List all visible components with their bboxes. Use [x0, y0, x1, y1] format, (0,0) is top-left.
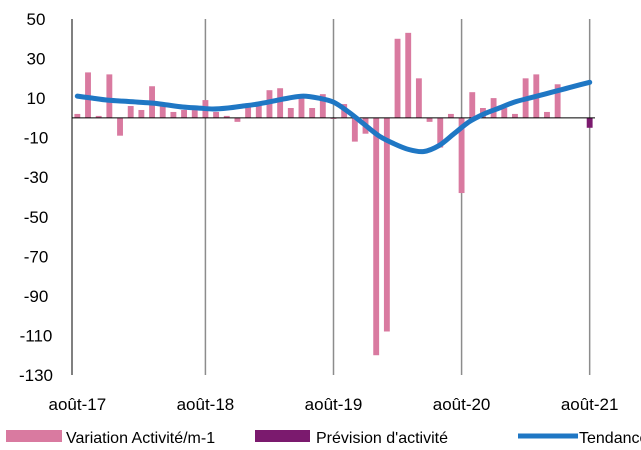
bar-variation	[544, 111, 550, 118]
bar-variation	[287, 108, 294, 118]
bar-variation	[106, 74, 113, 118]
bar-variation	[383, 117, 390, 332]
bar-variation	[213, 111, 220, 118]
bar-variation	[95, 115, 102, 118]
bar-variation	[191, 108, 198, 118]
legend: Variation Activité/m-1 Prévision d'activ…	[6, 430, 641, 447]
trend-line	[74, 79, 593, 155]
x-tick-label: août-18	[177, 395, 235, 414]
y-tick-label: -30	[24, 168, 49, 187]
bar-variation	[426, 117, 433, 122]
legend-label-prevision: Prévision d'activité	[316, 430, 448, 447]
bar-variation	[373, 117, 380, 356]
y-tick-label: -70	[24, 247, 49, 266]
bar-variation	[512, 113, 518, 118]
y-tick-label: 10	[27, 89, 46, 108]
bar-variation	[501, 108, 508, 118]
bar-variation	[458, 117, 465, 194]
bar-variation	[298, 98, 305, 118]
bar-variation	[554, 84, 561, 118]
bar-variation	[159, 106, 166, 118]
y-tick-label: -130	[19, 366, 53, 385]
bar-variation	[234, 117, 241, 122]
x-tick-label: août-19	[305, 395, 363, 414]
y-tick-label: -110	[20, 326, 53, 345]
bar-variation	[437, 117, 444, 148]
x-tick-label: août-17	[49, 395, 107, 414]
bar-variation	[127, 106, 134, 118]
y-tick-label: 30	[27, 50, 46, 69]
bar-variation	[309, 108, 316, 118]
trend-line-group	[74, 79, 593, 155]
legend-label-variation: Variation Activité/m-1	[66, 430, 215, 447]
bar-variation	[447, 113, 454, 118]
bar-prevision	[586, 117, 593, 128]
y-axis-ticks: 50 30 10 -10 -30 -50 -70 -90 -110 -130	[19, 10, 53, 385]
bar-variation	[138, 109, 145, 118]
y-tick-label: 50	[27, 10, 46, 29]
bar-variation	[74, 113, 81, 118]
legend-label-tendance: Tendance	[579, 430, 641, 447]
x-tick-label: août-21	[561, 395, 619, 414]
y-tick-label: -90	[24, 287, 49, 306]
bar-variation	[277, 88, 284, 118]
legend-swatch-variation	[6, 430, 62, 442]
bar-variation	[394, 38, 401, 118]
x-tick-label: août-20	[433, 395, 491, 414]
bar-variation	[117, 117, 123, 136]
legend-swatch-prevision	[255, 430, 310, 442]
x-axis-ticks: août-17 août-18 août-19 août-20 août-21	[49, 395, 619, 414]
y-tick-label: -50	[24, 208, 49, 227]
bar-variation	[319, 94, 326, 118]
bar-variation	[245, 106, 252, 118]
vertical-gridlines	[204, 19, 591, 375]
bar-variation	[255, 104, 262, 118]
bar-variation	[415, 78, 422, 118]
bar-variation	[405, 32, 412, 118]
bar-variation	[181, 109, 188, 118]
bar-variation	[223, 115, 230, 118]
y-tick-label: -10	[24, 129, 49, 148]
bar-variation	[469, 92, 476, 118]
bar-variation	[351, 117, 358, 142]
bar-variation	[170, 111, 177, 118]
